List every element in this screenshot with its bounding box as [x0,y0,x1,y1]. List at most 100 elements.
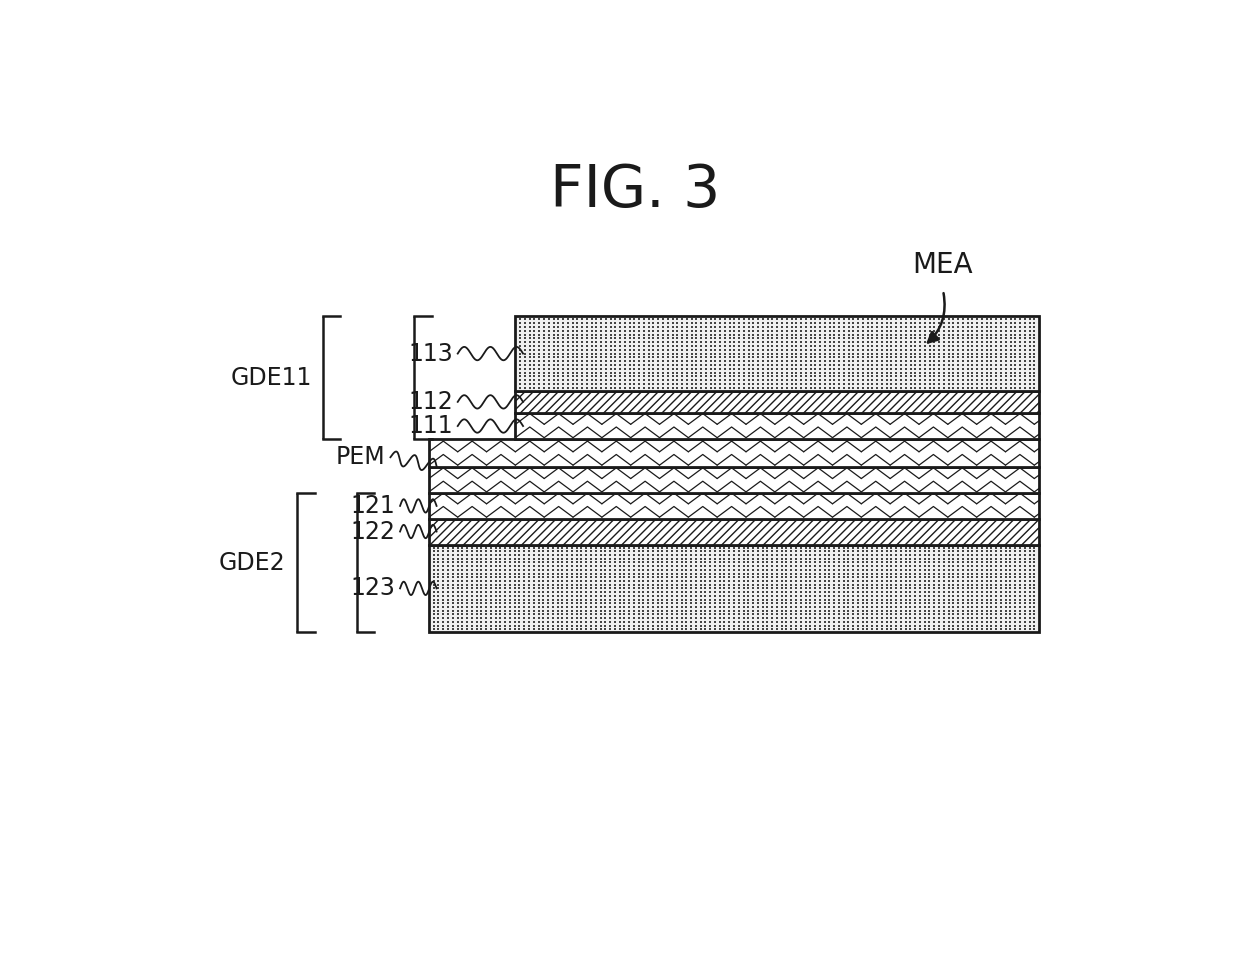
Point [900,349,920,365]
Point [820,365,839,380]
Point [758,551,777,566]
Point [1001,573,1021,589]
Point [887,369,906,384]
Point [605,565,625,581]
Point [590,581,610,596]
Point [920,349,940,365]
Point [652,595,672,611]
Point [791,319,811,335]
Point [977,380,997,396]
Point [672,319,692,335]
Point [915,372,935,388]
Point [515,562,534,577]
Point [830,345,849,361]
Point [791,565,811,581]
Point [634,353,653,369]
Point [739,335,759,350]
Point [481,573,501,589]
Point [596,349,616,365]
Point [715,319,735,335]
Point [929,588,949,603]
Point [739,331,759,346]
Point [471,614,491,629]
Point [558,353,578,369]
Point [753,369,773,384]
Point [1024,562,1044,577]
Point [600,573,620,589]
Point [738,547,758,563]
Point [838,603,858,619]
Point [605,327,625,343]
Point [511,376,531,392]
Point [649,335,668,350]
Point [582,380,601,396]
Point [577,611,596,626]
Point [991,376,1011,392]
Point [706,569,725,585]
Point [924,551,944,566]
Point [515,361,534,376]
Point [1011,543,1030,559]
Point [448,543,467,559]
Point [962,312,982,327]
Point [677,312,697,327]
Point [548,331,568,346]
Point [471,621,491,637]
Point [900,551,920,566]
Point [910,611,930,626]
Point [915,323,935,339]
Point [944,376,963,392]
Point [1019,349,1039,365]
Point [882,592,901,607]
Point [962,319,982,335]
Point [505,592,525,607]
Point [563,345,583,361]
Point [786,592,806,607]
Point [954,312,973,327]
Point [615,569,635,585]
Point [920,555,940,570]
Point [491,603,511,619]
Point [977,376,997,392]
Point [486,599,506,615]
Point [657,551,677,566]
Point [753,621,773,637]
Point [615,342,635,357]
Point [520,335,539,350]
Point [867,316,887,331]
Point [786,345,806,361]
Point [596,365,616,380]
Point [962,349,982,365]
Point [528,585,548,600]
Point [734,581,754,596]
Point [511,312,531,327]
Point [900,323,920,339]
Point [905,569,925,585]
Point [590,585,610,600]
Point [724,547,744,563]
Point [543,323,563,339]
Point [476,621,496,637]
Point [853,369,873,384]
Point [590,573,610,589]
Point [557,614,577,629]
Point [433,588,453,603]
Point [796,331,816,346]
Point [768,614,787,629]
Point [815,342,835,357]
Point [533,607,553,622]
Point [729,603,749,619]
Point [781,323,801,339]
Point [977,569,997,585]
Point [729,361,749,376]
Point [734,543,754,559]
Point [719,369,739,384]
Point [791,614,811,629]
Point [1001,585,1021,600]
Point [624,621,644,637]
Point [706,312,725,327]
Point [791,327,811,343]
Point [711,357,730,372]
Point [796,551,816,566]
Point [820,349,839,365]
